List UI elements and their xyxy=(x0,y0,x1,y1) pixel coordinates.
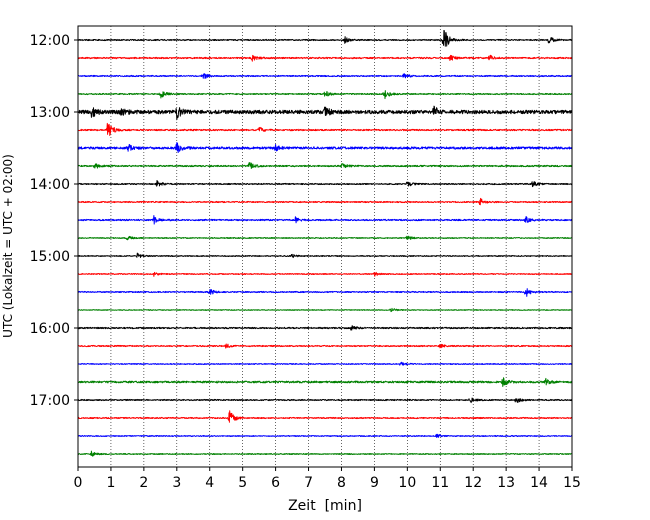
x-tick-label: 3 xyxy=(172,475,181,491)
seismogram-trace xyxy=(77,325,573,331)
seismogram-trace xyxy=(77,343,573,349)
seismogram-trace xyxy=(77,433,573,438)
trace-group xyxy=(77,29,573,457)
x-tick-label: 6 xyxy=(271,475,280,491)
x-tick-label: 13 xyxy=(497,475,515,491)
x-axis-ticks: 0 1 2 3 4 5 6 7 8 9 10 11 12 13 14 15 xyxy=(74,467,581,491)
seismogram-trace xyxy=(77,90,573,100)
x-tick-label: 15 xyxy=(563,475,581,491)
x-tick-label: 1 xyxy=(106,475,115,491)
seismogram-trace xyxy=(77,307,573,313)
y-axis-label: UTC (Lokalzeit = UTC + 02:00) xyxy=(1,154,15,338)
plot-frame xyxy=(77,25,573,468)
seismogram-trace xyxy=(77,122,573,136)
seismogram-trace xyxy=(77,179,573,188)
seismogram-trace xyxy=(77,54,573,62)
x-tick-label: 7 xyxy=(304,475,313,491)
x-tick-label: 5 xyxy=(238,475,247,491)
seismogram-trace xyxy=(77,377,573,387)
plot-background xyxy=(78,26,572,467)
y-tick-label: 16:00 xyxy=(30,321,70,337)
x-tick-label: 4 xyxy=(205,475,214,491)
seismogram-trace xyxy=(77,105,573,121)
x-tick-label: 11 xyxy=(431,475,449,491)
x-tick-label: 9 xyxy=(370,475,379,491)
x-axis-label: Zeit [min] xyxy=(288,498,362,514)
seismogram-trace xyxy=(77,410,573,423)
seismogram-trace xyxy=(77,361,573,366)
x-tick-label: 12 xyxy=(464,475,482,491)
seismogram-trace xyxy=(77,73,573,79)
seismogram-trace xyxy=(77,397,573,404)
x-tick-label: 2 xyxy=(139,475,148,491)
seismogram-trace xyxy=(77,235,573,241)
seismogram-trace xyxy=(77,197,573,206)
x-tick-label: 8 xyxy=(337,475,346,491)
seismogram-trace xyxy=(77,252,573,259)
y-tick-label: 13:00 xyxy=(30,105,70,121)
y-tick-label: 12:00 xyxy=(30,33,70,49)
y-tick-label: 15:00 xyxy=(30,249,70,265)
y-tick-label: 14:00 xyxy=(30,177,70,193)
seismogram-trace xyxy=(77,162,573,170)
seismogram-trace xyxy=(77,142,573,153)
x-tick-label: 0 xyxy=(74,475,83,491)
seismogram-trace xyxy=(77,271,573,277)
seismogram-trace xyxy=(77,288,573,297)
seismogram-trace xyxy=(77,29,573,47)
seismogram-trace xyxy=(77,215,573,225)
x-tick-label: 10 xyxy=(398,475,416,491)
y-axis-ticks: 12:00 13:00 14:00 15:00 16:00 17:00 xyxy=(30,33,78,409)
y-tick-label: 17:00 xyxy=(30,393,70,409)
x-tick-label: 14 xyxy=(530,475,548,491)
seismogram-trace xyxy=(77,450,573,457)
